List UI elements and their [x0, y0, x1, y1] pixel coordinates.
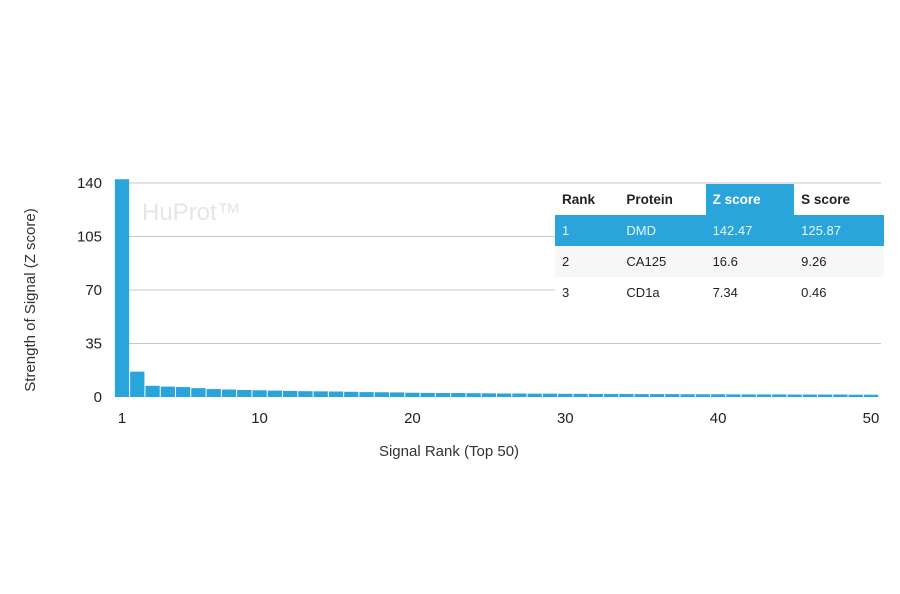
header-protein: Protein [626, 192, 673, 207]
bar [114, 179, 130, 397]
x-tick-label: 1 [118, 410, 126, 427]
bar [328, 391, 344, 397]
cell-protein: CD1a [626, 285, 660, 300]
bar [527, 393, 542, 397]
cell-z-score: 142.47 [705, 215, 795, 246]
y-tick-label: 35 [85, 336, 102, 353]
table-row: 2 CA125 16.6 9.26 [555, 246, 884, 277]
bar [390, 392, 405, 397]
bar [497, 393, 512, 397]
table-row: 1 DMD 142.47 125.87 [555, 215, 884, 246]
bar [435, 393, 451, 397]
cell-s-score: 0.46 [801, 285, 827, 300]
x-tick-label: 40 [710, 410, 727, 427]
bar [833, 394, 848, 397]
bar [145, 385, 160, 397]
y-tick-label: 0 [94, 389, 102, 406]
bar [221, 389, 237, 397]
cell-protein: DMD [619, 215, 706, 246]
bar [787, 394, 802, 397]
bar [649, 394, 665, 397]
bar [451, 393, 466, 397]
bar [481, 393, 496, 397]
watermark: HuProt™ [142, 199, 241, 226]
bar [344, 391, 359, 397]
header-rank: Rank [562, 192, 596, 207]
header-s-score: S score [801, 192, 850, 207]
bar [604, 393, 619, 397]
bar [466, 393, 481, 397]
bar [558, 393, 573, 397]
bar [313, 391, 328, 397]
bar [711, 394, 726, 397]
bar [283, 390, 298, 397]
cell-rank: 2 [555, 246, 620, 277]
bar [512, 393, 527, 397]
bar [374, 392, 389, 397]
y-axis-label: Strength of Signal (Z score) [22, 208, 39, 391]
cell-s-score: 125.87 [794, 215, 884, 246]
cell-z-score: 16.6 [705, 246, 795, 277]
bar [695, 394, 710, 397]
bar [237, 389, 252, 397]
bar [542, 393, 558, 397]
y-tick-label: 140 [77, 175, 102, 192]
bar [160, 386, 175, 397]
x-tick-label: 20 [404, 410, 421, 427]
bar [298, 391, 313, 397]
bar [130, 371, 145, 397]
x-tick-label: 50 [863, 410, 880, 427]
bar [726, 394, 741, 397]
bar [818, 394, 833, 397]
bar [741, 394, 756, 397]
y-tick-label: 70 [85, 282, 102, 299]
bar [573, 393, 588, 397]
bar [405, 392, 420, 397]
bar [634, 394, 649, 397]
bar [665, 394, 680, 397]
bar [252, 390, 267, 397]
x-axis-label: Signal Rank (Top 50) [379, 443, 519, 460]
bar [848, 394, 863, 397]
bar [772, 394, 787, 397]
cell-protein: CA125 [619, 246, 706, 277]
cell-rank: 1 [555, 215, 620, 246]
bar [206, 389, 221, 397]
bar [680, 394, 695, 397]
table-header-row: Rank Protein Z score S score [555, 184, 884, 215]
bar [619, 393, 634, 397]
cell-z-score: 7.34 [712, 285, 738, 300]
bar [863, 394, 879, 397]
y-tick-label: 105 [77, 229, 102, 246]
x-tick-label: 10 [251, 410, 268, 427]
bar [420, 392, 435, 397]
top-hits-table: Rank Protein Z score S score 1 DMD 142.4… [555, 184, 884, 308]
cell-rank: 3 [562, 285, 570, 300]
bar [191, 388, 206, 397]
bar [756, 394, 772, 397]
x-tick-label: 30 [557, 410, 574, 427]
bar [802, 394, 817, 397]
bar [588, 393, 603, 397]
bar [176, 387, 191, 397]
cell-s-score: 9.26 [794, 246, 884, 277]
header-z-score: Z score [705, 184, 795, 215]
bar [267, 390, 282, 397]
table-row: 3 CD1a 7.34 0.46 [555, 277, 884, 308]
bar [359, 392, 374, 397]
